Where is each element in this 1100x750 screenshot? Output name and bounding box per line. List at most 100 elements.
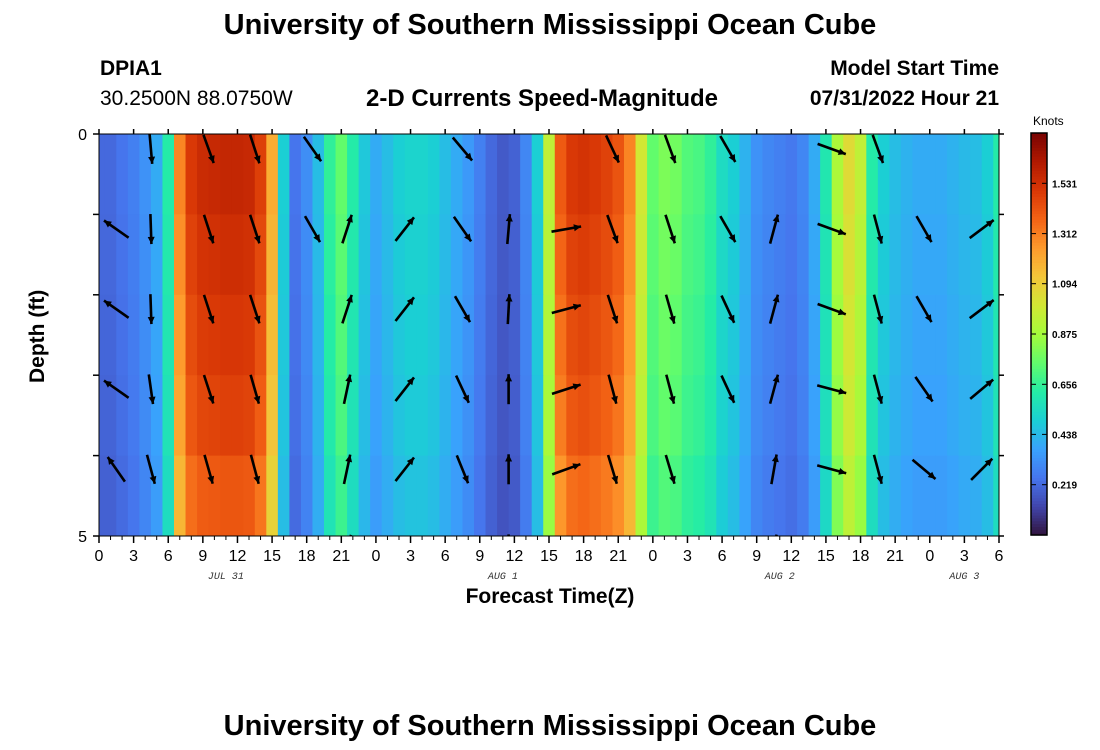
colorbar-tick-label: 0.875	[1052, 330, 1077, 341]
heatmap-cell	[958, 455, 971, 536]
heatmap-cell	[185, 294, 198, 376]
heatmap-cell	[347, 214, 360, 296]
colorbar-segment	[1031, 388, 1047, 393]
colorbar-segment	[1031, 161, 1047, 166]
heatmap-cell	[508, 134, 521, 215]
current-arrow	[968, 219, 995, 240]
heatmap-cell	[843, 134, 856, 215]
heatmap-cell	[162, 375, 175, 457]
current-arrow	[147, 374, 156, 405]
heatmap-cell	[150, 214, 164, 296]
current-arrow	[768, 214, 780, 244]
colorbar-segment	[1031, 486, 1047, 490]
current-arrow	[872, 374, 884, 405]
station-id: DPIA1	[100, 57, 162, 80]
heatmap-cell	[820, 375, 833, 457]
heatmap-cell	[866, 294, 879, 376]
current-arrow	[817, 222, 847, 236]
colorbar-segment	[1031, 382, 1047, 387]
current-arrow	[817, 142, 847, 156]
heatmap-cell	[566, 375, 579, 457]
heatmap-cell	[716, 134, 729, 215]
heatmap-cell	[220, 214, 233, 296]
heatmap-cell	[393, 214, 406, 296]
arrow-head	[505, 374, 513, 382]
heatmap-cell	[416, 134, 429, 215]
heatmap-cell	[993, 214, 999, 296]
colorbar-segment	[1031, 402, 1047, 407]
heatmap-cell	[543, 455, 556, 536]
colorbar-segment	[1031, 466, 1047, 470]
footer-title: University of Southern Mississippi Ocean…	[223, 710, 877, 742]
current-arrow	[303, 215, 322, 243]
heatmap-cell	[162, 294, 175, 376]
heatmap-cell	[208, 294, 221, 376]
colorbar-segment	[1031, 155, 1047, 160]
current-arrow	[248, 134, 261, 164]
colorbar-segment	[1031, 339, 1047, 344]
heatmap-cell	[312, 214, 325, 296]
current-arrow	[914, 376, 934, 403]
colorbar-segment	[1031, 356, 1047, 361]
heatmap-cell	[474, 214, 487, 296]
current-arrows	[103, 134, 995, 536]
colorbar-segment	[1031, 491, 1047, 496]
colorbar-segment	[1031, 253, 1047, 258]
heatmap-cell	[647, 455, 660, 536]
heatmap-cell	[981, 134, 994, 215]
heatmap-cell	[197, 134, 210, 215]
heatmap-cell	[450, 214, 464, 296]
colorbar-segment	[1031, 460, 1047, 464]
heatmap-cell	[854, 294, 867, 376]
heatmap-cell	[370, 375, 383, 457]
current-arrow	[871, 134, 885, 164]
colorbar-segment	[1031, 351, 1047, 355]
heatmap-cell	[266, 134, 279, 215]
heatmap-cell	[589, 455, 602, 536]
arrow-head	[876, 395, 884, 404]
arrow-head	[611, 395, 618, 404]
heatmap-cell	[681, 375, 694, 457]
colorbar-segment	[1031, 391, 1047, 395]
heatmap-cell	[774, 134, 787, 215]
y-axis: 05	[78, 127, 1004, 546]
heatmap-cell	[739, 134, 752, 215]
heatmap-cell	[231, 214, 244, 296]
heatmap-cell	[854, 214, 867, 296]
heatmap-cell	[577, 294, 590, 376]
heatmap-cell	[462, 134, 475, 215]
arrow-head	[611, 315, 619, 324]
current-arrow	[147, 294, 155, 325]
heatmap-cell	[474, 375, 487, 457]
colorbar-segment	[1031, 190, 1047, 194]
heatmap-cell	[543, 294, 556, 376]
heatmap-cell	[808, 375, 821, 457]
heatmap-cell	[647, 134, 660, 215]
heatmap-cell	[208, 375, 221, 457]
heatmap-cell	[370, 134, 383, 215]
heatmap-cell	[704, 455, 717, 536]
heatmap-cell	[993, 455, 999, 536]
heatmap-cell	[647, 294, 660, 376]
current-arrow	[664, 294, 676, 324]
heatmap-cell	[197, 455, 210, 536]
heatmap-cell	[324, 134, 337, 215]
colorbar-segment	[1031, 311, 1047, 315]
arrow-head	[253, 395, 261, 404]
arrow-head	[572, 303, 581, 311]
heatmap-cell	[266, 294, 279, 376]
heatmap-cell	[750, 294, 764, 376]
arrow-shaft	[987, 535, 989, 536]
arrow-head	[612, 154, 619, 163]
colorbar-segment	[1031, 408, 1047, 413]
colorbar-segment	[1031, 517, 1047, 522]
heatmap-cell	[866, 214, 879, 296]
arrow-shaft	[775, 534, 778, 536]
colorbar-segment	[1031, 397, 1047, 401]
heatmap-cell	[762, 375, 775, 457]
heatmap-cell	[624, 214, 637, 296]
arrow-head	[463, 314, 470, 323]
heatmap-cell	[577, 214, 590, 296]
heatmap-cell	[785, 214, 798, 296]
current-arrow	[970, 457, 994, 481]
